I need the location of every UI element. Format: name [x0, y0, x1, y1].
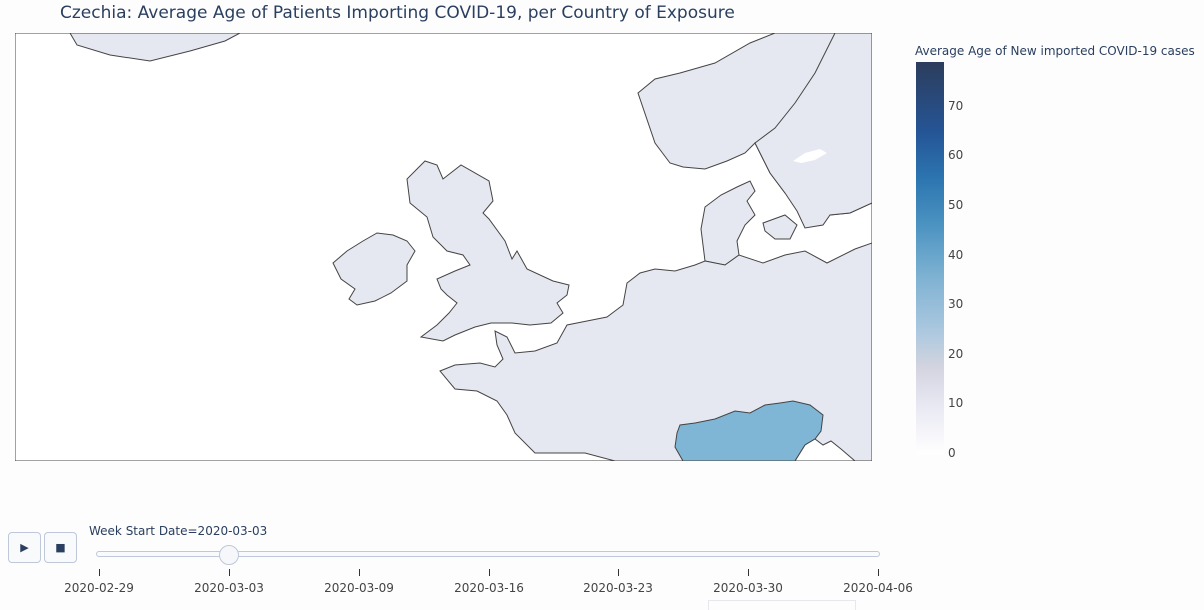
country-iceland[interactable] — [69, 33, 241, 62]
colorbar-tick-label: 20 — [948, 346, 964, 361]
map-plot[interactable] — [15, 33, 872, 461]
slider-step-label[interactable]: 2020-03-09 — [324, 581, 394, 595]
slider-tick-mark — [618, 569, 619, 576]
colorbar-tick-label: 30 — [948, 297, 964, 312]
country-sweden[interactable] — [754, 33, 872, 229]
slider-tick-mark — [229, 569, 230, 576]
faint-box — [708, 600, 856, 610]
slider-step-label[interactable]: 2020-03-23 — [583, 581, 653, 595]
colorbar-tick-label: 10 — [948, 396, 964, 411]
slider-tick-mark — [748, 569, 749, 576]
slider-current-label: Week Start Date=2020-03-03 — [89, 524, 268, 538]
country-united-kingdom[interactable] — [406, 160, 570, 342]
colorbar — [916, 62, 944, 454]
slider-tick-mark — [878, 569, 879, 576]
country-ireland[interactable] — [332, 232, 416, 306]
slider-tick-mark — [359, 569, 360, 576]
country-denmark-zealand[interactable] — [762, 214, 798, 240]
country-denmark[interactable] — [700, 180, 756, 266]
colorbar-tick-label: 40 — [948, 247, 964, 262]
slider-step-label[interactable]: 2020-03-30 — [713, 581, 783, 595]
slider-track[interactable] — [96, 551, 880, 557]
country-highlighted-italy[interactable] — [674, 400, 824, 461]
slider-step-label[interactable]: 2020-02-29 — [64, 581, 134, 595]
chart-title: Czechia: Average Age of Patients Importi… — [60, 3, 735, 23]
colorbar-title: Average Age of New imported COVID-19 cas… — [915, 44, 1195, 58]
slider-handle[interactable] — [219, 545, 239, 565]
stop-icon: ■ — [55, 541, 66, 554]
colorbar-tick-label: 70 — [948, 98, 964, 113]
lake-sweden — [793, 149, 827, 163]
slider-step-label[interactable]: 2020-04-06 — [843, 581, 913, 595]
play-button[interactable]: ▶ — [8, 532, 41, 563]
colorbar-tick-label: 60 — [948, 148, 964, 163]
stop-button[interactable]: ■ — [44, 532, 77, 563]
slider-step-label[interactable]: 2020-03-16 — [454, 581, 524, 595]
slider-step-label[interactable]: 2020-03-03 — [194, 581, 264, 595]
colorbar-tick-label: 50 — [948, 197, 964, 212]
sea-adriatic — [794, 438, 856, 461]
colorbar-tick-label: 0 — [948, 446, 956, 460]
slider-tick-mark — [489, 569, 490, 576]
slider-tick-mark — [99, 569, 100, 576]
play-icon: ▶ — [20, 541, 29, 554]
